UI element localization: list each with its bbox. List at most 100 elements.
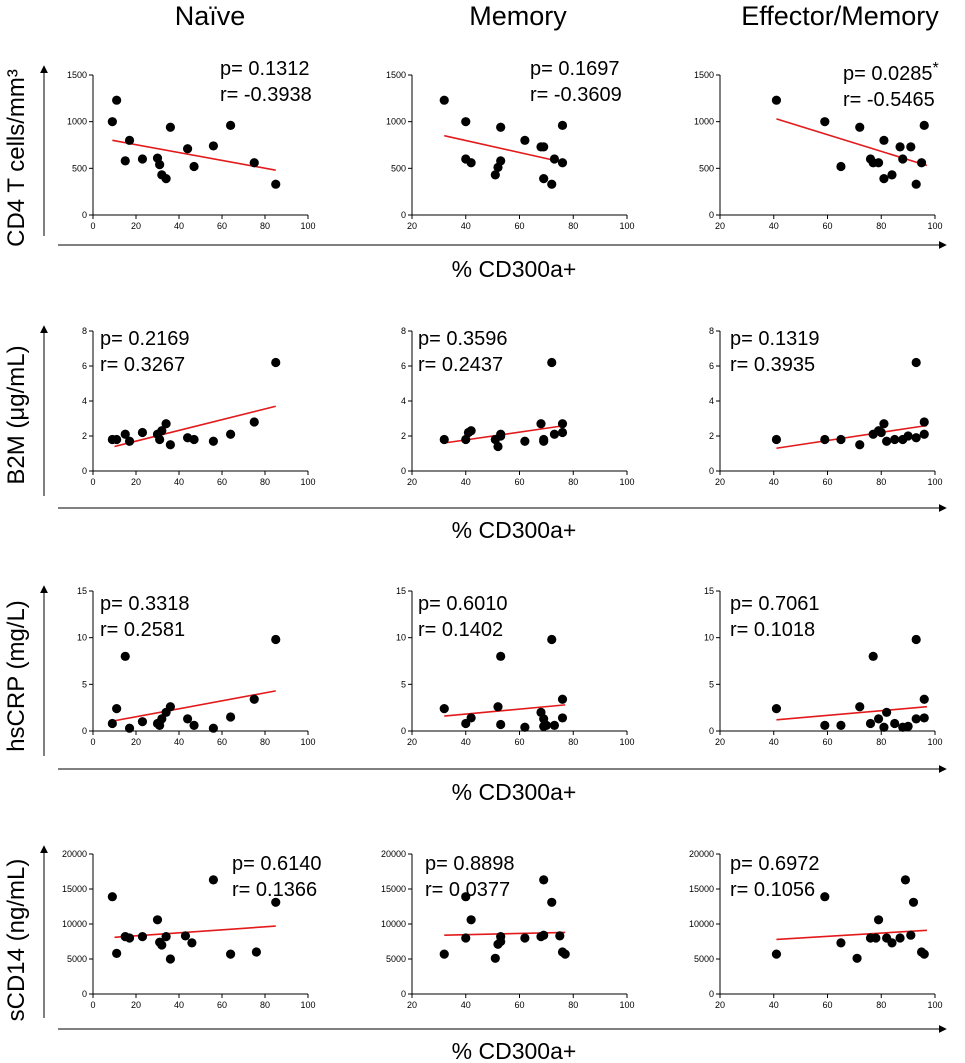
panel-r2c2-data-point — [882, 707, 892, 717]
panel-r0c1-data-point — [490, 170, 500, 180]
panel-r3c2-data-point — [887, 938, 897, 948]
panel-r2c2-data-point — [890, 718, 900, 729]
panel-r3c2-data-point — [906, 930, 916, 940]
panel-r2c2: 0 5 10 15 20 40 60 80 100 p= 0.7061 r= 0.1018 — [704, 586, 943, 747]
panel-r3c0-y-tick-label: 15000 — [62, 884, 87, 894]
y-axis-label-scd14: sCD14 (ng/mL) — [3, 859, 30, 1022]
panel-r1c2-y-tick-label: 4 — [709, 396, 714, 406]
panel-r3c1-data-point — [461, 933, 471, 943]
panel-r2c2-x-tick-label: 40 — [769, 737, 779, 747]
panel-r2c1-x-tick-label: 20 — [407, 737, 417, 747]
panel-r0c1-r-value: r= -0.3609 — [530, 84, 622, 106]
panel-r3c0-y-tick-label: 5000 — [67, 954, 87, 964]
panel-r1c2-fit-line — [776, 424, 928, 450]
panel-r2c0-r-value: r= 0.2581 — [100, 619, 185, 641]
x-axis-label-row-1: % CD300a+ — [452, 517, 577, 543]
panel-r2c2-data-point — [911, 714, 921, 724]
panel-r0c1-x-tick-label: 20 — [407, 221, 417, 231]
panel-r2c1-data-point — [493, 702, 503, 712]
panel-r0c0-x-tick-label: 40 — [174, 221, 184, 231]
panel-r3c2-y-tick-label: 0 — [709, 989, 714, 999]
panel-r2c1-data-point — [557, 694, 568, 704]
panel-r1c2-data-point — [771, 434, 782, 445]
panel-r1c0-y-tick-label: 6 — [82, 361, 87, 371]
panel-r1c2-data-point — [882, 436, 892, 446]
panel-r1c2-data-point — [876, 427, 886, 438]
panel-r0c2-x-tick-label: 20 — [715, 221, 725, 231]
panel-r1c0-y-tick-label: 8 — [82, 326, 87, 336]
panel-r2c0-data-point — [137, 717, 148, 727]
panel-r3c0-x-tick-label: 20 — [131, 1000, 141, 1010]
panel-r3c1-y-tick-label: 20000 — [381, 849, 406, 859]
panel-r1c2-p-value: p= 0.1319 — [730, 328, 820, 350]
panel-r0c1-data-point — [439, 95, 449, 105]
panel-r0c0-data-point — [189, 161, 199, 172]
panel-r2c1-x-tick-label: 100 — [619, 737, 634, 747]
panel-r1c1: 0 2 4 6 8 20 40 60 80 100 p= 0.3596 r= 0.2437 — [401, 326, 635, 487]
y-axis-label-hscrp: hsCRP (mg/L) — [3, 600, 30, 752]
column-title-effector-memory: Effector/Memory — [741, 1, 939, 31]
panel-r1c0-r-value: r= 0.3267 — [100, 354, 185, 376]
panel-r1c2-x-tick-label: 20 — [715, 477, 725, 487]
panel-r0c1-data-point — [539, 174, 549, 184]
panel-r2c2-data-point — [903, 721, 913, 731]
panel-r2c1-y-tick-label: 0 — [401, 726, 406, 736]
panel-r0c2-data-point — [898, 154, 908, 164]
panel-r2c0-y-tick-label: 5 — [82, 679, 87, 689]
panel-r0c0: 0 500 1000 1500 0 20 40 60 80 100 p= 0.1312 r= -0.3… — [67, 58, 316, 231]
panel-r3c0-data-point — [137, 932, 148, 942]
panel-r1c2-x-tick-label: 80 — [876, 477, 886, 487]
panel-r3c1-data-point — [490, 953, 500, 963]
panel-r2c1-data-point — [541, 720, 551, 731]
panel-r2c2-data-point — [919, 694, 929, 704]
panel-r2c0-data-point — [249, 694, 259, 704]
panel-r2c2-x-tick-label: 60 — [822, 737, 832, 747]
panel-r0c0-data-point — [155, 160, 165, 170]
panel-r2c0-y-tick-label: 10 — [77, 633, 87, 643]
panel-r2c1-data-point — [466, 713, 476, 723]
panel-r3c1-data-point — [560, 949, 570, 959]
panel-r0c2-x-tick-label: 100 — [927, 221, 942, 231]
panel-r3c2-r-value: r= 0.1056 — [730, 879, 815, 901]
panel-r3c0-data-point — [152, 915, 163, 925]
panel-r0c2: 0 500 1000 1500 20 40 60 80 100 p= 0.0285* r= -0.5… — [694, 60, 943, 231]
panel-r3c2-data-point — [871, 933, 881, 943]
panel-r0c0-r-value: r= -0.3938 — [220, 84, 312, 106]
panel-r0c2-x-tick-label: 40 — [769, 221, 779, 231]
panel-r1c0-x-tick-label: 100 — [300, 477, 315, 487]
x-axis-label-row-0: % CD300a+ — [452, 256, 577, 282]
panel-r2c2-data-point — [820, 720, 830, 731]
panel-r0c2-data-point — [879, 174, 889, 184]
panel-r3c0-y-tick-label: 20000 — [62, 849, 87, 859]
panel-r2c0-data-point — [120, 651, 130, 661]
panel-r2c1-data-point — [549, 720, 560, 731]
panel-r3c2-x-tick-label: 20 — [715, 1000, 725, 1010]
panel-r2c2-y-tick-label: 15 — [704, 586, 714, 596]
panel-r0c0-data-point — [124, 135, 135, 145]
panel-r3c1-data-point — [496, 932, 506, 942]
panel-r3c0-data-point — [112, 948, 122, 959]
panel-r3c1-x-tick-label: 100 — [619, 1000, 634, 1010]
panel-r1c2-data-point — [879, 419, 889, 429]
panel-r1c1-data-point — [557, 419, 568, 429]
panel-r1c2-x-tick-label: 60 — [822, 477, 832, 487]
panel-r0c2-p-significance: * — [933, 60, 939, 77]
panel-r0c1-data-point — [520, 135, 530, 145]
panel-r0c2-data-point — [879, 135, 889, 145]
panel-r1c2-x-tick-label: 100 — [927, 477, 942, 487]
panel-r3c0-data-point — [165, 954, 175, 964]
panel-r1c2-data-point — [820, 434, 830, 445]
panel-r1c1-data-point — [439, 434, 449, 445]
panel-r0c0-data-point — [249, 158, 259, 168]
panel-r3c2-y-tick-label: 20000 — [689, 849, 714, 859]
panel-r1c2-y-tick-label: 2 — [709, 431, 714, 441]
panel-r3c0-data-point — [226, 949, 236, 959]
panel-r2c2-r-value: r= 0.1018 — [730, 619, 815, 641]
panel-r3c2-data-point — [836, 938, 846, 948]
panel-r1c0-x-tick-label: 80 — [260, 477, 270, 487]
panel-r3c0-y-tick-label: 0 — [82, 989, 87, 999]
panel-r2c1-y-tick-label: 10 — [396, 633, 406, 643]
panel-r0c1-y-tick-label: 1500 — [386, 70, 406, 80]
panel-r2c2-data-point — [771, 704, 782, 714]
column-title-memory: Memory — [469, 1, 567, 31]
